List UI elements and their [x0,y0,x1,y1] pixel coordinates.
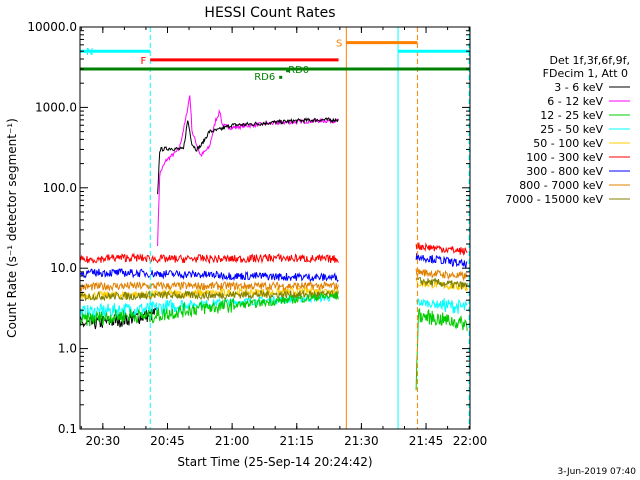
series-line-25-50-kev-seg2 [415,297,468,314]
annotation-layer: N F S RD6 RD0 [79,27,470,429]
series-line-12-25-kev-seg2 [415,307,468,391]
date-stamp: 3-Jun-2019 07:40 [558,467,637,477]
series-line-800-7000-kev-seg1 [80,280,339,292]
legend-label: 800 - 7000 keV [519,179,603,192]
series-line-50-100-kev-seg2 [415,279,468,292]
legend-label: 7000 - 15000 keV [505,193,603,206]
legend-item-300-800-kev: 300 - 800 keV [526,165,630,178]
x-tick-label: 20:30 [86,434,121,448]
x-tick-label: 21:45 [409,434,444,448]
x-tick-label: 22:00 [453,434,488,448]
legend-item-50-100-kev: 50 - 100 keV [533,137,630,150]
series-line-50-100-kev-seg1 [80,286,339,301]
x-axis-label: Start Time (25-Sep-14 20:24:42) [177,455,372,469]
legend-header-line1: Det 1f,3f,6f,9f, [549,54,630,67]
legend-item-800-7000-kev: 800 - 7000 keV [519,179,630,192]
series-line-300-800-kev-seg2 [415,253,468,269]
legend-item-25-50-kev: 25 - 50 keV [540,123,630,136]
y-tick-label: 10000.0 [27,20,77,34]
legend-item-6-12-kev: 6 - 12 keV [547,95,630,108]
legend-header-line2: FDecim 1, Att 0 [543,67,628,80]
legend: Det 1f,3f,6f,9f, FDecim 1, Att 0 3 - 6 k… [505,54,630,206]
chart-title: HESSI Count Rates [204,5,335,21]
series-line-100-300-kev-seg1 [80,252,339,265]
series-line-12-25-kev-seg1 [80,291,339,327]
series-line-7000-15000-kev-seg2 [415,277,468,290]
legend-label: 300 - 800 keV [526,165,603,178]
x-tick-label: 21:15 [279,434,314,448]
legend-item-7000-15000-kev: 7000 - 15000 keV [505,193,630,206]
y-axis-label: Count Rate (s⁻¹ detector segment⁻¹) [5,118,19,338]
y-tick-label: 1000.0 [35,100,77,114]
legend-item-12-25-kev: 12 - 25 keV [540,109,630,122]
legend-label: 50 - 100 keV [533,137,603,150]
legend-label: 3 - 6 keV [554,81,603,94]
hbar-label-s: S [336,39,342,50]
label-rd0: RD0 [288,65,309,76]
legend-label: 12 - 25 keV [540,109,603,122]
y-tick-label: 1.0 [58,342,77,356]
marker-rd0 [286,69,290,73]
y-tick-label: 0.1 [58,422,77,436]
hbar-label-n: N [86,47,93,58]
label-rd6: RD6 [254,72,275,83]
series-line-3-6-kev-seg2 [157,117,339,195]
legend-item-3-6-kev: 3 - 6 keV [554,81,630,94]
series-layer [80,95,468,391]
marker-rd6 [279,75,283,79]
legend-label: 6 - 12 keV [547,95,603,108]
hbar-label-f: F [140,56,146,67]
series-line-6-12-kev-seg1 [157,95,339,247]
legend-label: 100 - 300 keV [526,151,603,164]
y-axis: 0.1 1.0 10.0 100.0 1000.0 10000.0 [27,20,470,436]
x-tick-label: 21:00 [215,434,250,448]
plot-frame [79,26,471,430]
legend-item-100-300-kev: 100 - 300 keV [526,151,630,164]
x-tick-label: 20:45 [150,434,185,448]
x-axis: 20:30 20:45 21:00 21:15 21:30 21:45 22:00 [80,27,488,448]
x-tick-label: 21:30 [344,434,379,448]
series-line-100-300-kev-seg2 [415,242,468,256]
series-line-7000-15000-kev-seg1 [80,289,339,302]
legend-label: 25 - 50 keV [540,123,603,136]
y-tick-label: 10.0 [50,261,77,275]
y-tick-label: 100.0 [43,181,77,195]
series-line-300-800-kev-seg1 [80,268,339,283]
series-line-800-7000-kev-seg2 [415,268,468,282]
